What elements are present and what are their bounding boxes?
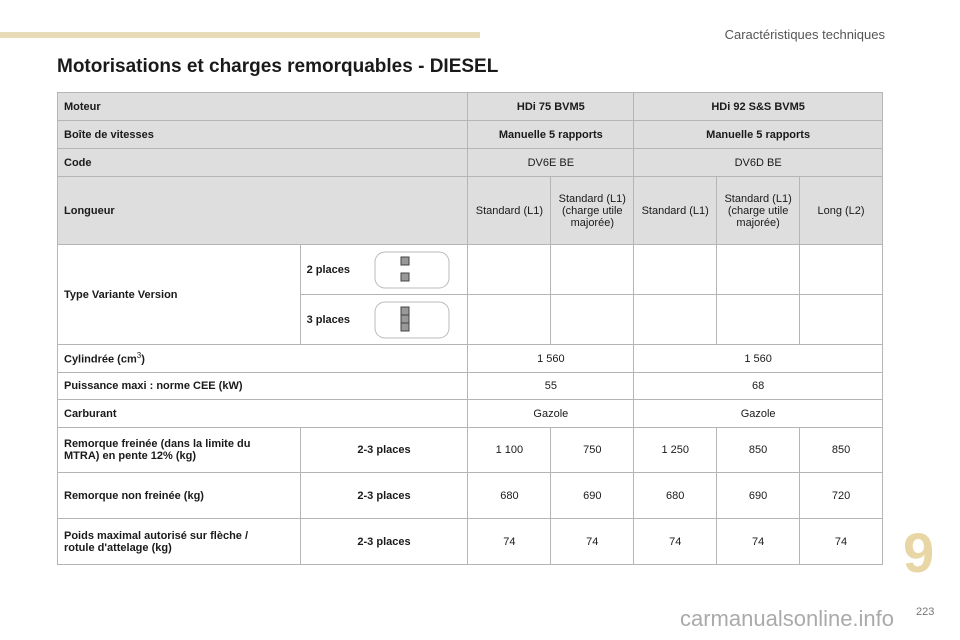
row-carburant: Carburant Gazole Gazole: [56, 399, 883, 428]
row-code: Code DV6E BE DV6D BE: [56, 148, 883, 177]
specs-table: Moteur HDi 75 BVM5 HDi 92 S&S BVM5 Boîte d…: [56, 92, 883, 565]
chapter-number: 9: [903, 521, 935, 584]
section-title: Caractéristiques techniques: [724, 27, 885, 42]
row-poids-fleche: Poids maximal autorisé sur flèche / rotu…: [57, 518, 883, 565]
row-longueur: Longueur Standard (L1) Standard (L1) (cha…: [56, 176, 883, 245]
row-type-3: 3 places: [58, 294, 883, 345]
van-3-seats-icon: [374, 301, 450, 338]
row-cylindree: Cylindrée (cm3) 1 560 1 560: [56, 344, 883, 373]
van-2-seats-icon: [374, 251, 450, 288]
row-moteur: Moteur HDi 75 BVM5 HDi 92 S&S BVM5: [56, 92, 883, 121]
row-remorque-freinee: Remorque freinée (dans la limite du MTRA…: [57, 427, 883, 473]
row-puissance: Puissance maxi : norme CEE (kW) 55 68: [56, 372, 883, 400]
row-boite: Boîte de vitesses Manuelle 5 rapports Manu…: [56, 120, 883, 149]
page-title: Motorisations et charges remorquables - …: [57, 56, 499, 77]
page-number: 223: [916, 606, 935, 618]
header-bar: [0, 32, 480, 38]
row-remorque-non-freinee: Remorque non freinée (kg) 2-3 places 680 6…: [57, 472, 883, 519]
row-type-2: Type Variante Version 2 places: [57, 244, 883, 345]
watermark: carmanualsonline.info: [680, 606, 895, 631]
